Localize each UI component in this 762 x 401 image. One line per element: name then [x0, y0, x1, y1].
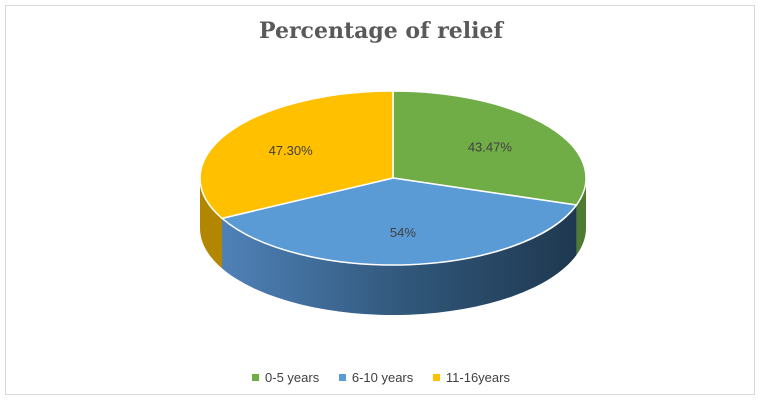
pie-slice-2	[199, 90, 394, 220]
data-label-2: 47.30%	[269, 143, 314, 158]
slice-side-0	[576, 178, 586, 256]
slice-side-2	[200, 178, 222, 269]
legend-item-6-10-years: 6-10 years	[338, 370, 414, 385]
chart-title: Percentage of relief	[259, 18, 503, 44]
legend: 0-5 years 6-10 years 11-16years	[0, 369, 762, 385]
pie-slice-0	[392, 90, 587, 206]
slice-side-1	[221, 205, 577, 315]
pie-data-labels: 43.47% 54% 47.30%	[269, 139, 513, 239]
legend-label: 0-5 years	[265, 370, 320, 385]
legend-swatch	[432, 374, 440, 381]
legend-item-0-5-years: 0-5 years	[252, 370, 319, 385]
pie-slice-1	[220, 177, 578, 266]
data-label-1: 54%	[390, 225, 416, 240]
legend-label: 11-16years	[445, 370, 510, 385]
legend-swatch	[252, 374, 260, 381]
legend-label: 6-10 years	[351, 370, 414, 385]
legend-swatch	[338, 374, 346, 381]
pie-sides	[200, 178, 586, 315]
legend-item-11-16-years: 11-16years	[432, 370, 510, 385]
data-label-0: 43.47%	[468, 139, 513, 154]
pie-slices	[199, 90, 587, 266]
